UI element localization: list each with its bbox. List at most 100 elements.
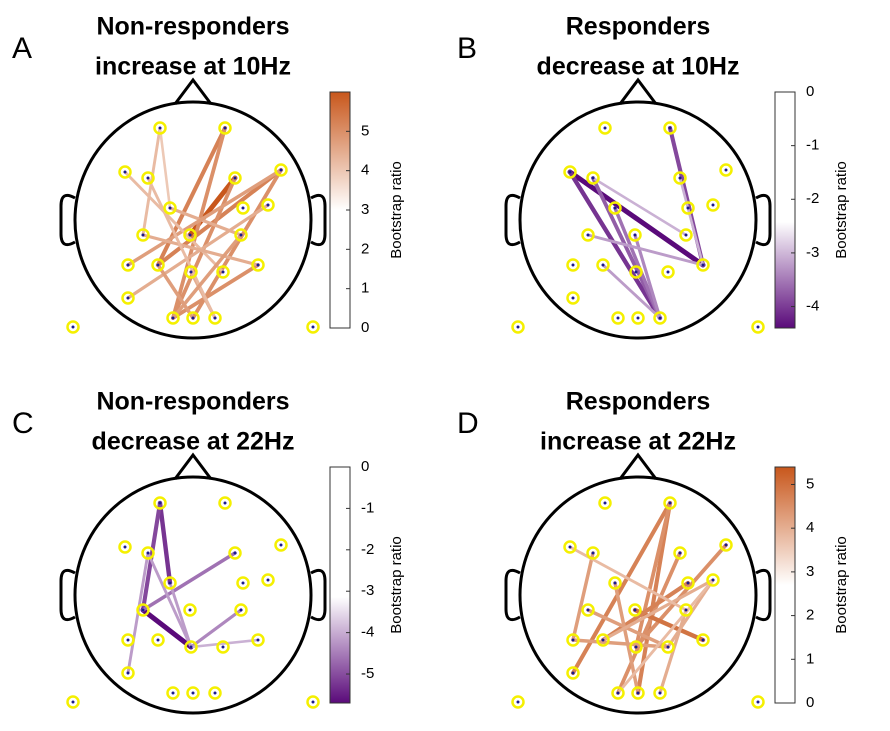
panel-letter: A — [12, 32, 32, 65]
electrode — [166, 311, 180, 325]
panel: C Non-responders decrease at 22Hz 0 -1 -2 -3 -4… — [12, 388, 405, 715]
electrode-dot — [571, 671, 575, 675]
colorbar-tick-label: -2 — [361, 541, 374, 558]
panel-letter: B — [457, 32, 477, 65]
electrode — [511, 320, 525, 334]
colorbar-tick-label: 0 — [361, 458, 369, 475]
connection — [126, 168, 283, 267]
electrode-dot — [568, 170, 572, 174]
electrode — [121, 291, 135, 305]
ear — [504, 193, 521, 247]
electrode — [586, 546, 600, 560]
electrode-dot — [141, 608, 145, 612]
colorbar-tick-label: 4 — [361, 162, 369, 179]
electrode — [153, 121, 167, 135]
electrode-dot — [603, 501, 607, 505]
electrode-dot — [233, 551, 237, 555]
electrode — [581, 603, 595, 617]
electrode-dot — [266, 578, 270, 582]
electrode — [596, 633, 610, 647]
electrode — [566, 633, 580, 647]
electrode-dot — [71, 700, 75, 704]
electrode-dot — [616, 316, 620, 320]
electrode-dot — [213, 691, 217, 695]
electrode-dot — [126, 296, 130, 300]
electrode-dot — [191, 691, 195, 695]
electrode — [653, 311, 667, 325]
electrode — [66, 320, 80, 334]
colorbar-tick-label: 3 — [806, 563, 814, 580]
ear — [310, 193, 327, 247]
electrode-dot — [668, 126, 672, 130]
electrode — [274, 163, 288, 177]
ear — [310, 568, 327, 622]
electrode — [251, 258, 265, 272]
electrode-dot — [684, 608, 688, 612]
panel-title: Non-responders — [96, 388, 289, 416]
ear — [504, 568, 521, 622]
electrode — [719, 163, 733, 177]
electrode-dot — [601, 263, 605, 267]
electrode — [566, 258, 580, 272]
electrode — [608, 576, 622, 590]
electrode-dot — [241, 581, 245, 585]
electrode — [136, 603, 150, 617]
colorbar-tick-label: -4 — [806, 298, 819, 315]
panel-letter: D — [457, 407, 479, 440]
ear — [755, 568, 772, 622]
colorbar-tick-label: -2 — [806, 190, 819, 207]
electrode-dot — [666, 645, 670, 649]
panel-title: decrease at 22Hz — [92, 428, 295, 456]
electrode-dot — [701, 263, 705, 267]
electrode — [706, 573, 720, 587]
electrode-dot — [279, 168, 283, 172]
colorbar-tick-label: -1 — [361, 499, 374, 516]
connection — [171, 126, 227, 320]
electrode — [151, 258, 165, 272]
connection — [123, 170, 225, 274]
colorbar-tick-label: 1 — [806, 650, 814, 667]
panel: D Responders increase at 22Hz 0 1 2 3 4 5 Bootstr… — [457, 388, 850, 715]
colorbar-tick-label: 0 — [806, 83, 814, 100]
electrode-dot — [221, 645, 225, 649]
head — [518, 475, 758, 715]
electrode — [228, 546, 242, 560]
electrode-dot — [586, 233, 590, 237]
connection — [601, 263, 662, 320]
electrode — [673, 171, 687, 185]
electrode — [679, 228, 693, 242]
electrode-dot — [256, 638, 260, 642]
electrode — [751, 695, 765, 709]
electrode — [66, 695, 80, 709]
electrode-dot — [146, 176, 150, 180]
electrode-dot — [126, 263, 130, 267]
electrode-dot — [141, 233, 145, 237]
electrode — [163, 201, 177, 215]
electrode — [184, 640, 198, 654]
electrode-dot — [156, 638, 160, 642]
connection — [616, 578, 715, 695]
panel-letter: C — [12, 407, 34, 440]
connection — [171, 233, 243, 320]
electrode — [511, 695, 525, 709]
electrode-dot — [189, 645, 193, 649]
electrode — [121, 258, 135, 272]
electrode — [629, 265, 643, 279]
electrode — [216, 265, 230, 279]
connection — [634, 501, 672, 649]
connection — [678, 176, 705, 267]
electrode-dot — [658, 316, 662, 320]
electrode — [566, 666, 580, 680]
electrode — [696, 258, 710, 272]
electrode — [306, 320, 320, 334]
ear — [755, 193, 772, 247]
electrode-dot — [221, 270, 225, 274]
electrode-dot — [666, 270, 670, 274]
colorbar-label: Bootstrap ratio — [388, 536, 405, 634]
electrode-dot — [571, 296, 575, 300]
colorbar-tick-label: 5 — [361, 122, 369, 139]
electrode — [673, 546, 687, 560]
panel: B Responders decrease at 10Hz 0 -1 -2 -3 -4 Boot… — [457, 13, 850, 340]
electrode-dot — [191, 316, 195, 320]
electrode-dot — [188, 608, 192, 612]
